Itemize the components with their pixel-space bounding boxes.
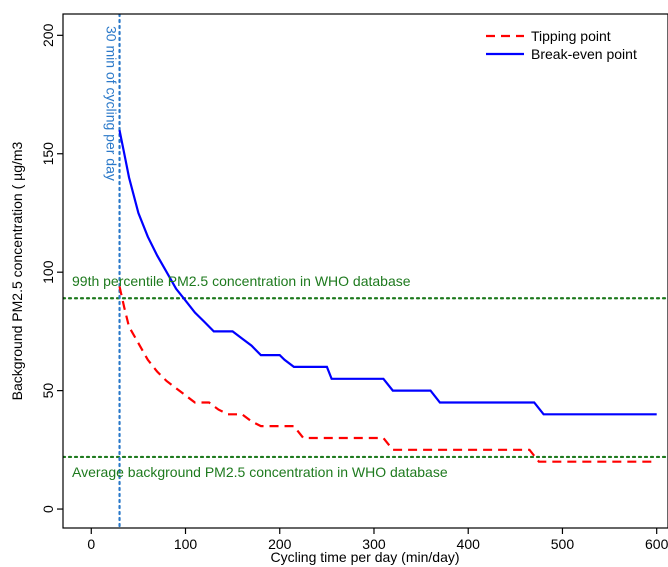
x-tick-label: 200 [268,536,292,552]
y-axis-label: Background PM2.5 concentration ( µg/m3 [9,141,25,400]
x-axis-label: Cycling time per day (min/day) [270,549,459,565]
x-tick-label: 0 [87,536,95,552]
series-line-break-even-point [118,129,657,416]
x-tick-label: 400 [457,536,481,552]
reference-line-label: 30 min of cycling per day [104,26,120,181]
x-tick-label: 500 [551,536,575,552]
plot-frame [62,13,668,529]
y-tick-label: 100 [40,260,56,284]
reference-line-label: 99th percentile PM2.5 concentration in W… [72,273,411,289]
legend: Tipping point Break-even point [486,28,637,62]
y-tick-label: 150 [40,142,56,166]
x-tick-label: 600 [645,536,668,552]
reference-line-label: Average background PM2.5 concentration i… [72,464,448,480]
y-tick-label: 50 [40,383,56,399]
series-line-tipping-point [118,286,657,463]
y-tick-label: 200 [40,23,56,47]
legend-label: Break-even point [531,46,637,62]
x-tick-label: 100 [174,536,198,552]
y-tick-label: 0 [40,505,56,513]
x-tick-label: 300 [362,536,386,552]
legend-label: Tipping point [531,28,611,44]
